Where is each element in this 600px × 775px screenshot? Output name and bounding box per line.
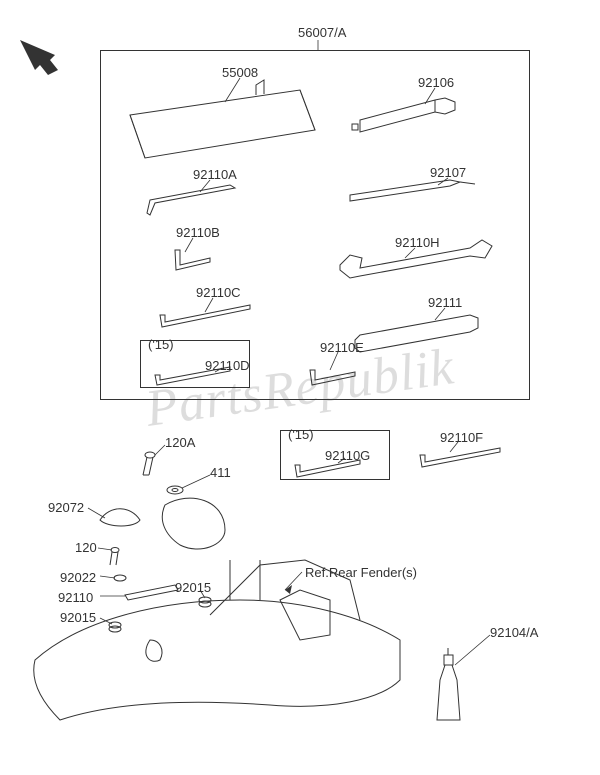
label-driver-bit: 92107 — [430, 165, 466, 180]
label-wrench-h: 92110H — [395, 235, 440, 250]
label-ref-fender: Ref.Rear Fender(s) — [305, 565, 417, 580]
part-clamp — [100, 509, 140, 526]
label-note-15a: ('15) — [148, 337, 174, 352]
label-bolt-120: 120 — [75, 540, 97, 555]
label-hex-e: 92110E — [320, 340, 364, 355]
label-hex-c: 92110C — [196, 285, 241, 300]
label-bolt-120a: 120A — [165, 435, 195, 450]
diagram-container: PartsRepublik 56007/A 55008 92106 92110A… — [0, 0, 600, 775]
label-hex-g: 92110G — [325, 448, 370, 463]
label-wrench-a: 92110A — [193, 167, 237, 182]
label-top-assembly: 56007/A — [298, 25, 346, 40]
label-hex-b: 92110B — [176, 225, 220, 240]
label-nut-92015b: 92015 — [60, 610, 96, 625]
part-grease-tube — [437, 648, 460, 720]
label-clamp: 92072 — [48, 500, 84, 515]
part-92015b — [109, 622, 121, 632]
part-bolt-120a — [143, 452, 155, 475]
part-lock-cover — [162, 498, 225, 549]
part-hex-f — [420, 448, 500, 467]
label-hex-f: 92110F — [440, 430, 483, 445]
part-bolt-120 — [110, 548, 119, 566]
label-tool-92110: 92110 — [58, 590, 93, 605]
part-washer-411 — [167, 486, 183, 494]
label-nut-92015a: 92015 — [175, 580, 211, 595]
label-note-15b: ('15) — [288, 427, 314, 442]
label-grease: 92104/A — [490, 625, 538, 640]
label-screwdriver: 92106 — [418, 75, 454, 90]
label-case: 55008 — [222, 65, 258, 80]
part-92015a — [199, 597, 211, 607]
label-hex-d: 92110D — [205, 358, 250, 373]
label-washer-411: 411 — [210, 465, 231, 480]
part-92110-lower — [125, 585, 178, 600]
label-bar-tool: 92111 — [428, 295, 462, 310]
label-nut-92022: 92022 — [60, 570, 96, 585]
part-nut-92022 — [114, 575, 126, 581]
